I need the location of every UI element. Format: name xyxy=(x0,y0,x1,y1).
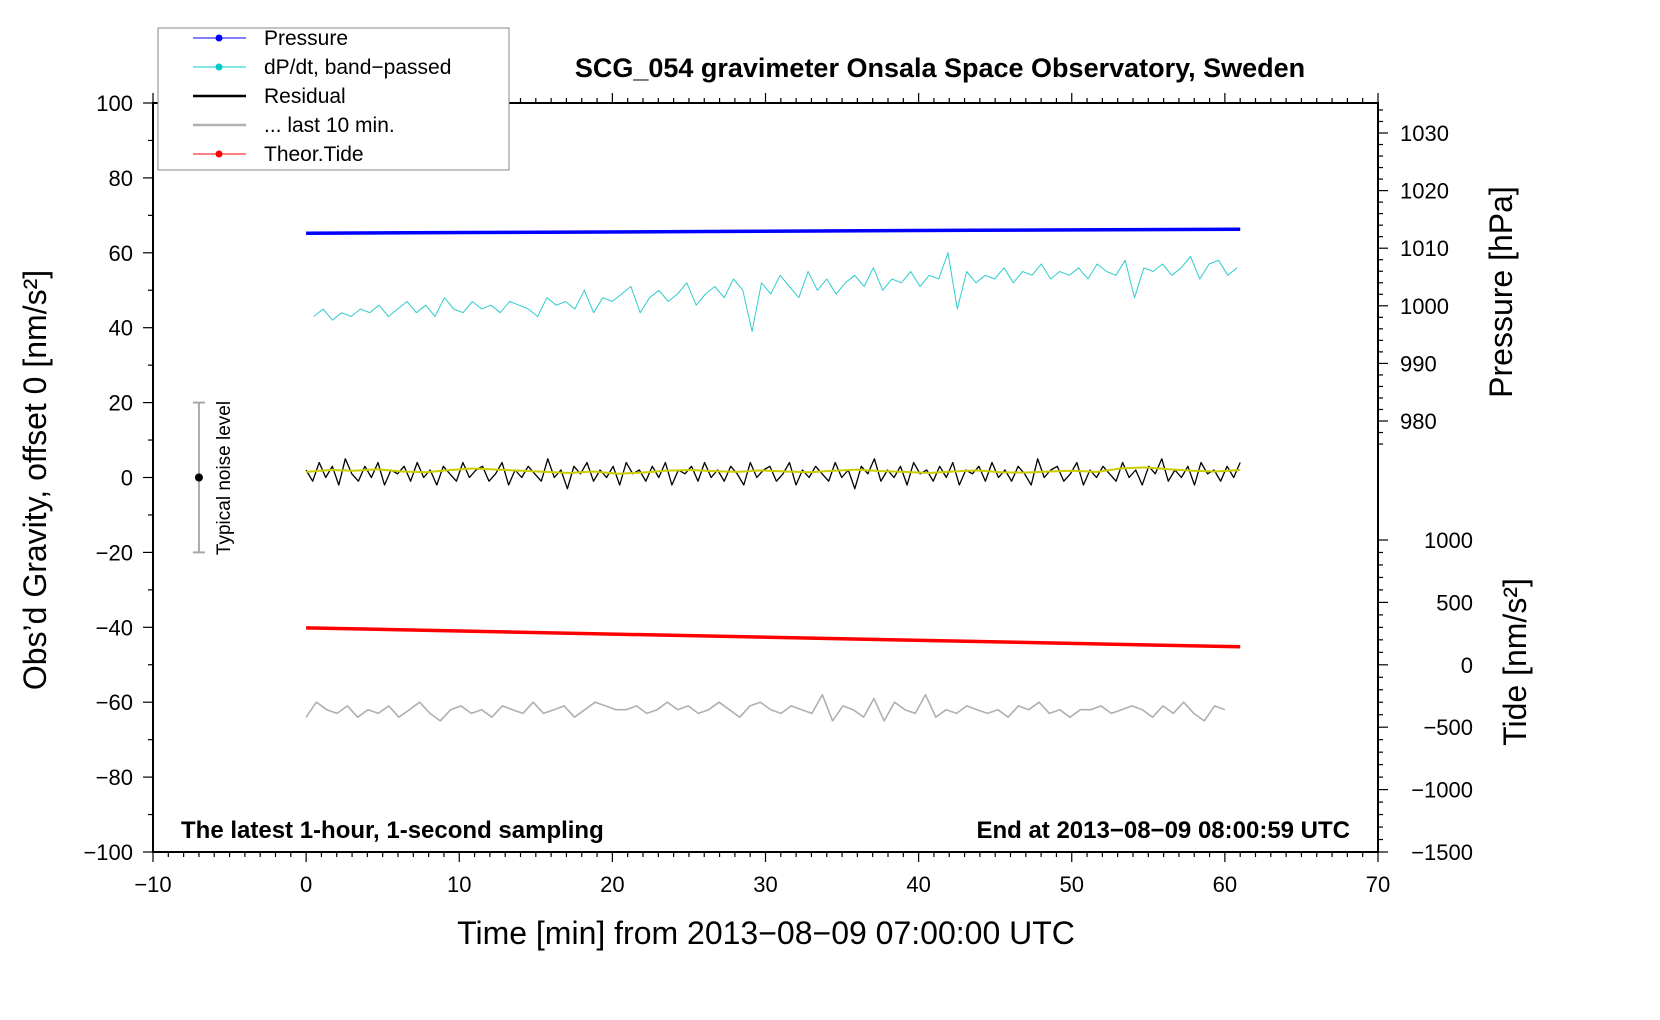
pressure-tick-label: 980 xyxy=(1400,409,1437,434)
pressure-tick-label: 1000 xyxy=(1400,294,1449,319)
y-tick-label: −80 xyxy=(96,765,133,790)
legend-swatch-marker xyxy=(215,63,223,71)
pressure-axis-label: Pressure [hPa] xyxy=(1483,186,1519,398)
tide-tick-label: −1000 xyxy=(1411,778,1473,803)
series-dp-dt-band-passed xyxy=(313,252,1238,332)
series-last-10-min xyxy=(305,693,1226,722)
legend-swatch-marker xyxy=(215,150,223,158)
tide-tick-label: −1500 xyxy=(1411,840,1473,865)
tide-tick-label: −500 xyxy=(1423,715,1473,740)
legend-item: dP/dt, band−passed xyxy=(193,56,451,79)
x-tick-label: 30 xyxy=(753,872,777,897)
legend: Pressure dP/dt, band−passed Residual ... la… xyxy=(157,27,510,171)
y-tick-label: −60 xyxy=(96,690,133,715)
series-theor-tide xyxy=(306,626,1241,649)
tide-tick-label: 1000 xyxy=(1424,528,1473,553)
y-tick-label: 40 xyxy=(109,316,133,341)
series-residual xyxy=(305,458,1241,490)
legend-label: dP/dt, band−passed xyxy=(264,56,451,79)
x-tick-label: 40 xyxy=(906,872,930,897)
pressure-tick-label: 1020 xyxy=(1400,179,1449,204)
y-tick-label: 60 xyxy=(109,241,133,266)
chart-title: SCG_054 gravimeter Onsala Space Observat… xyxy=(575,53,1305,83)
x-axis-label: Time [min] from 2013−08−09 07:00:00 UTC xyxy=(457,915,1075,951)
y-tick-label: −100 xyxy=(83,840,133,865)
y-tick-label: 20 xyxy=(109,391,133,416)
tide-tick-label: 500 xyxy=(1436,590,1473,615)
x-tick-label: 70 xyxy=(1366,872,1390,897)
legend-label: ... last 10 min. xyxy=(264,114,395,137)
y-axis-label: Obs’d Gravity, offset 0 [nm/s²] xyxy=(17,270,53,690)
tide-axis-label: Tide [nm/s²] xyxy=(1497,578,1533,746)
series-pressure xyxy=(306,227,1241,235)
noise-level-label: Typical noise level xyxy=(214,401,235,555)
legend-swatch-marker xyxy=(215,34,223,42)
pressure-tick-label: 1010 xyxy=(1400,236,1449,261)
annotation-sampling: The latest 1-hour, 1-second sampling xyxy=(181,817,604,844)
x-tick-label: 0 xyxy=(300,872,312,897)
x-tick-label: 60 xyxy=(1213,872,1237,897)
ticks-layer: −10 0 10 20 30 40 50 60 70100806040200−20−40−60−… xyxy=(83,91,1473,897)
y-tick-label: 0 xyxy=(121,466,133,491)
y-tick-label: 80 xyxy=(109,166,133,191)
pressure-tick-label: 990 xyxy=(1400,351,1437,376)
legend-label: Theor.Tide xyxy=(264,143,364,166)
legend-item: ... last 10 min. xyxy=(193,114,395,137)
legend-label: Residual xyxy=(264,85,346,108)
annotation-end-time: End at 2013−08−09 08:00:59 UTC xyxy=(976,817,1350,844)
noise-level-point xyxy=(194,473,203,482)
y-tick-label: −40 xyxy=(96,615,133,640)
y-tick-label: −20 xyxy=(96,540,133,565)
x-tick-label: 10 xyxy=(447,872,471,897)
x-tick-label: −10 xyxy=(134,872,171,897)
legend-item: Theor.Tide xyxy=(193,143,364,166)
x-tick-label: 20 xyxy=(600,872,624,897)
legend-item: Residual xyxy=(193,85,346,108)
y-tick-label: 100 xyxy=(96,91,133,116)
plot-layer xyxy=(192,227,1241,722)
legend-item: Pressure xyxy=(193,27,348,50)
x-tick-label: 50 xyxy=(1060,872,1084,897)
pressure-tick-label: 1030 xyxy=(1400,121,1449,146)
legend-label: Pressure xyxy=(264,27,348,50)
series-residual-smoothed xyxy=(306,466,1241,475)
tide-tick-label: 0 xyxy=(1461,653,1473,678)
legend-box xyxy=(157,27,510,171)
